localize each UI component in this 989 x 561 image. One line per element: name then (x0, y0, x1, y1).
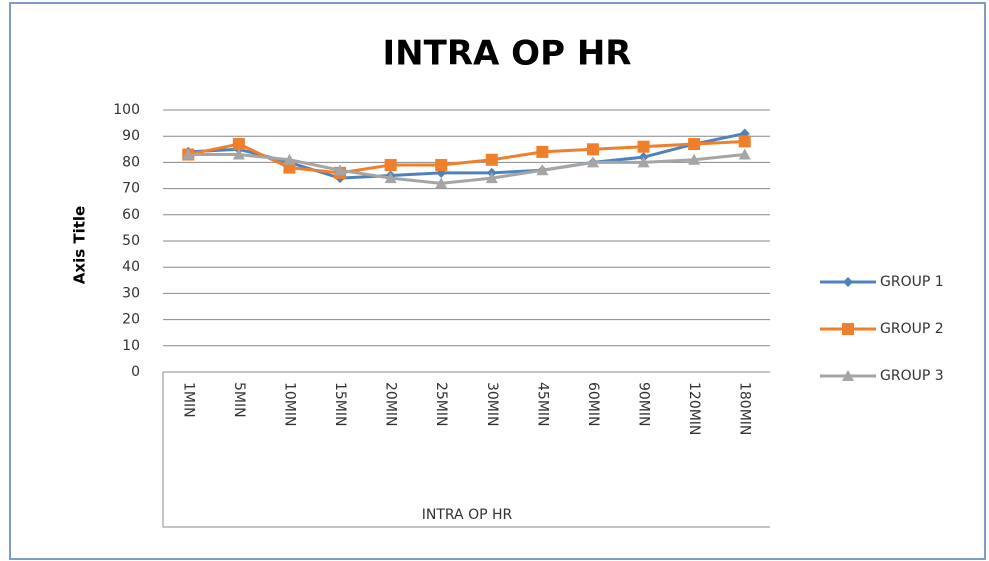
y-tick-label: 40 (122, 259, 140, 275)
x-tick-label: 45MIN (534, 382, 550, 427)
marker (334, 164, 347, 176)
marker (586, 156, 599, 168)
x-axis-title: INTRA OP HR (422, 507, 513, 523)
x-tick-label: 25MIN (433, 382, 449, 427)
x-tick-label: 20MIN (383, 382, 399, 427)
x-tick-label: 90MIN (636, 382, 652, 427)
marker (688, 138, 701, 151)
legend-label: GROUP 3 (880, 368, 944, 384)
y-tick-label: 80 (122, 154, 140, 170)
y-tick-label: 20 (122, 312, 140, 328)
legend-label: GROUP 1 (880, 274, 944, 290)
marker (485, 172, 498, 184)
x-tick-label: 120MIN (686, 382, 702, 435)
marker (283, 153, 296, 165)
y-tick-label: 60 (122, 207, 140, 223)
y-tick-label: 0 (131, 364, 140, 380)
legend-label: GROUP 2 (880, 321, 944, 337)
marker (485, 153, 498, 166)
y-tick-label: 50 (122, 233, 140, 249)
y-tick-label: 10 (122, 338, 140, 354)
y-axis-title: Axis Title (71, 206, 89, 284)
x-tick-label: 15MIN (332, 382, 348, 427)
marker (738, 148, 751, 160)
y-tick-label: 30 (122, 285, 140, 301)
x-tick-label: 60MIN (585, 382, 601, 427)
marker (182, 148, 195, 160)
y-tick-label: 70 (122, 181, 140, 197)
series-line (187, 139, 745, 175)
y-tick-label: 100 (113, 102, 140, 118)
marker (435, 177, 448, 189)
y-tick-label: 90 (122, 128, 140, 144)
x-tick-label: 5MIN (231, 382, 247, 418)
x-tick-label: 180MIN (737, 382, 753, 435)
marker (384, 159, 397, 172)
chart-title: INTRA OP HR (383, 34, 632, 74)
series-line (188, 153, 745, 185)
marker (232, 148, 245, 160)
marker (435, 159, 448, 172)
marker (232, 138, 245, 151)
marker (688, 153, 701, 165)
legend-marker (842, 323, 854, 335)
marker (586, 143, 599, 156)
legend-marker (842, 370, 854, 381)
marker (536, 145, 549, 158)
marker (384, 172, 397, 184)
marker (536, 164, 549, 176)
marker (637, 156, 650, 168)
x-tick-label: 1MIN (180, 382, 196, 418)
legend-marker (843, 277, 853, 287)
x-tick-label: 10MIN (281, 382, 297, 427)
marker (637, 140, 650, 153)
x-tick-label: 30MIN (484, 382, 500, 426)
marker (738, 135, 751, 148)
